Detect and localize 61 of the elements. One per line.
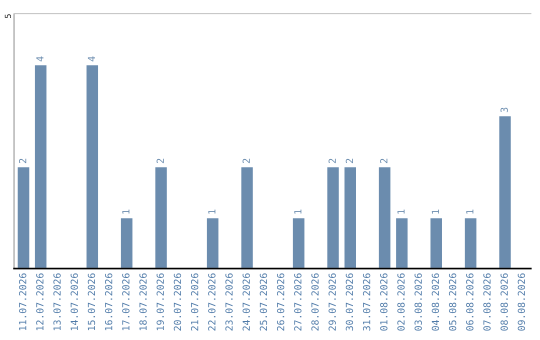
bar	[240, 166, 254, 269]
data-label: 1	[122, 210, 130, 214]
bar	[34, 64, 48, 269]
data-label: 1	[466, 210, 474, 214]
bar	[16, 166, 31, 269]
data-label: 2	[242, 158, 250, 164]
x-tick-label: 18.07.2026	[139, 273, 147, 330]
bar	[463, 216, 478, 269]
data-label: 1	[208, 210, 216, 214]
x-tick-label: 19.07.2026	[156, 273, 164, 330]
bar	[154, 166, 168, 269]
x-tick-label: 11.07.2026	[18, 273, 26, 330]
x-tick-label: 07.08.2026	[483, 273, 491, 331]
x-tick-label: 30.07.2026	[346, 273, 354, 331]
x-tick-label: 12.07.2026	[36, 273, 44, 330]
bar	[292, 216, 306, 269]
x-tick-label: 03.08.2026	[414, 273, 422, 331]
x-tick-label: 17.07.2026	[122, 273, 130, 330]
x-tick-label: 05.08.2026	[448, 273, 456, 331]
x-tick-label: 23.07.2026	[225, 273, 233, 331]
x-tick-label: 27.07.2026	[294, 273, 302, 331]
x-tick-label: 25.07.2026	[260, 273, 268, 331]
data-label: 4	[88, 56, 95, 62]
x-tick-label: 20.07.2026	[174, 273, 182, 331]
x-tick-label: 29.07.2026	[328, 273, 336, 331]
data-label: 2	[156, 158, 164, 164]
x-tick-label: 24.07.2026	[242, 273, 250, 331]
data-label: 2	[328, 158, 336, 164]
bar	[498, 114, 512, 269]
x-tick-label: 22.07.2026	[208, 273, 216, 331]
data-label: 1	[397, 210, 405, 214]
bar	[429, 216, 444, 269]
bar	[120, 216, 134, 269]
x-tick-label: 02.08.2026	[397, 273, 405, 331]
x-tick-label: 13.07.2026	[53, 273, 61, 330]
x-tick-label: 21.07.2026	[190, 273, 198, 331]
x-tick-label: 15.07.2026	[88, 273, 96, 330]
data-label: 4	[36, 56, 44, 62]
x-tick-label: 28.07.2026	[311, 273, 319, 331]
x-tick-label: 08.08.2026	[500, 273, 508, 331]
x-tick-label: 31.07.2026	[362, 273, 370, 331]
x-tick-label: 01.08.2026	[380, 273, 388, 331]
x-tick-label: 14.07.2026	[70, 273, 78, 330]
data-label: 2	[380, 158, 388, 164]
bar	[326, 166, 340, 269]
data-label: 3	[500, 108, 508, 112]
y-tick-label: 5	[4, 14, 12, 18]
x-tick-label: 09.08.2026	[518, 273, 526, 331]
data-label: 2	[18, 158, 26, 164]
data-label: 1	[294, 210, 302, 214]
x-tick-label: 26.07.2026	[276, 273, 284, 331]
bar	[394, 216, 409, 269]
x-tick-label: 04.08.2026	[432, 273, 440, 331]
bar	[85, 64, 100, 269]
data-label: 2	[346, 158, 353, 164]
bar	[343, 166, 358, 269]
bar	[378, 166, 392, 269]
x-tick-label: 16.07.2026	[104, 273, 112, 330]
bar	[206, 216, 220, 269]
x-tick-label: 06.08.2026	[466, 273, 474, 331]
data-label: 1	[432, 210, 439, 214]
